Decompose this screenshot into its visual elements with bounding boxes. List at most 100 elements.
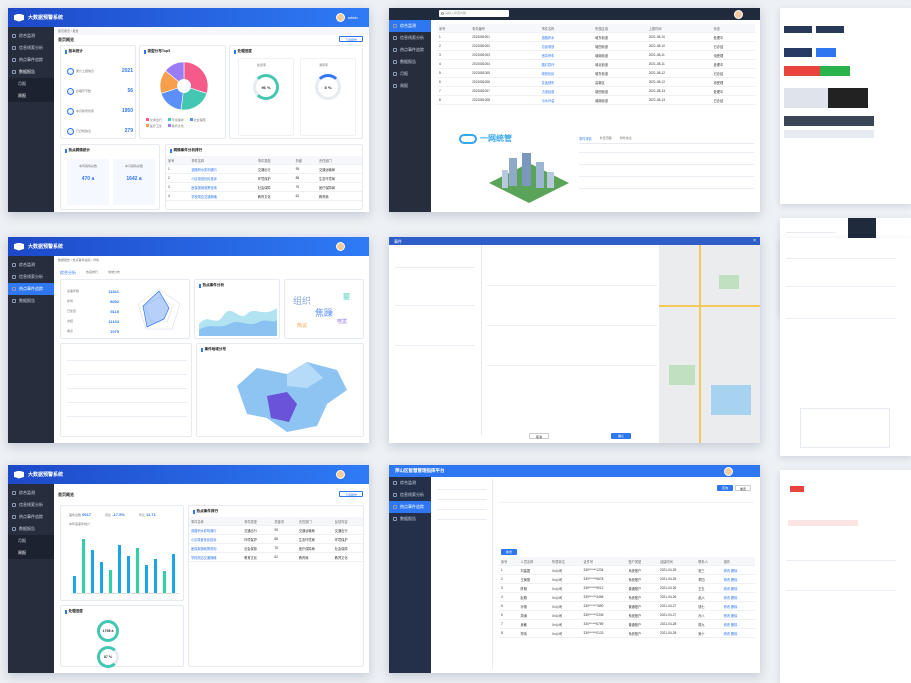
nav-item-week[interactable]: 周报: [8, 547, 54, 559]
table-row[interactable]: 5 2021081005 噪音扰民 城东街道 2021-08-12 已办结: [437, 68, 755, 78]
nav-item-0[interactable]: 综合监测: [8, 30, 54, 42]
progress-ring: 1798 a: [97, 620, 119, 642]
avatar[interactable]: [724, 466, 733, 476]
table-cell[interactable]: 修改 删除: [721, 565, 755, 575]
table-cell[interactable]: 修改 删除: [721, 628, 755, 638]
kpi-row: 新增 8092: [67, 298, 119, 304]
table-row[interactable]: 道路积水影响通行 交通出行 95 交通运输局 交通出行: [189, 525, 363, 535]
search-button[interactable]: 查询: [717, 485, 733, 491]
search-input[interactable]: 请输入搜索内容: [439, 10, 509, 17]
table-row[interactable]: 2 2021081002 垃圾堆放 城西街道 2021-08-10 已办结: [437, 41, 755, 51]
nav-item-3[interactable]: 数据报告: [8, 295, 54, 307]
nav-item-1[interactable]: 信息线索分析: [8, 499, 54, 511]
table-cell[interactable]: 医保报销政策咨询: [189, 543, 243, 553]
nav-item-5[interactable]: 周报: [389, 80, 431, 92]
table-row[interactable]: 6 周涛 Xx公司 330******2345 系统账户 2021-04-27 孙八 修改 删…: [499, 610, 755, 620]
table-cell[interactable]: 井盖缺失: [539, 77, 594, 87]
table-cell[interactable]: 修改 删除: [721, 592, 755, 602]
table-cell[interactable]: 修改 删除: [721, 574, 755, 584]
tab-2[interactable]: 地域分布: [108, 270, 121, 274]
nav-item-2[interactable]: 热点事件追踪: [389, 44, 431, 56]
nav-item-1[interactable]: 信息线索分析: [389, 489, 431, 501]
table-cell[interactable]: 污水外溢: [539, 95, 594, 105]
export-button[interactable]: 下载报告: [339, 491, 363, 497]
table-cell[interactable]: 修改 删除: [721, 583, 755, 593]
table-cell[interactable]: 占道经营: [539, 86, 594, 96]
table-cell: 2021-04-27: [657, 610, 697, 620]
table-row[interactable]: 7 吴敏 Xx公司 330******6789 普通账户 2021-04-28 周九 修改 删…: [499, 619, 755, 629]
nav-item-2[interactable]: 热点事件追踪: [8, 283, 54, 295]
table-row[interactable]: 1 2021081001 道路积水 城东街道 2021-08-10 处理中: [437, 32, 755, 42]
table-row[interactable]: 8 2021081008 污水外溢 城南街道 2021-08-13 已办结: [437, 95, 755, 105]
table-row[interactable]: 3 医保报销政策咨询 社会保障 76 医疗保障局: [166, 182, 362, 192]
nav-item-2[interactable]: 热点事件追踪: [8, 511, 54, 523]
table-cell[interactable]: 噪音扰民: [539, 68, 594, 78]
table-cell[interactable]: 道路积水影响通行: [189, 525, 243, 535]
tab-flow[interactable]: 处置流程: [599, 136, 612, 140]
monitor-icon: [12, 34, 16, 38]
nav-item-2[interactable]: 热点事件追踪: [389, 501, 431, 513]
table-cell[interactable]: 学校周边交通拥堵: [189, 191, 256, 201]
table-cell[interactable]: 路灯损坏: [539, 59, 594, 69]
nav-item-3[interactable]: 数据报告: [389, 56, 431, 68]
table-row[interactable]: 2 王美丽 Xx公司 330******5678 系统账户 2021-04-25 李四 修改 …: [499, 574, 755, 584]
table-row[interactable]: 4 赵刚 Xx公司 330******3456 系统账户 2021-04-26 赵六 修改 删…: [499, 592, 755, 602]
table-cell[interactable]: 小区噪音扰民投诉: [189, 534, 243, 544]
table-row[interactable]: 8 郑伟 Xx公司 330******0123 系统账户 2021-04-28 吴十 修改 删…: [499, 628, 755, 638]
avatar[interactable]: [336, 470, 345, 479]
table-row[interactable]: 3 2021081003 违章停车 城南街道 2021-08-11 待受理: [437, 50, 755, 60]
table-cell[interactable]: 学校周边交通拥堵: [189, 552, 243, 562]
search-icon[interactable]: [441, 11, 444, 15]
nav-item-week[interactable]: 周报: [8, 90, 54, 102]
nav-item-3[interactable]: 数据报告: [8, 523, 54, 535]
table-row[interactable]: 1 道路积水影响通行 交通出行 95 交通运输局: [166, 164, 362, 174]
table-row[interactable]: 5 孙丽 Xx公司 330******7890 普通账户 2021-04-27 钱七 修改 删…: [499, 601, 755, 611]
nav-item-3[interactable]: 数据报告: [8, 66, 54, 78]
nav-item-0[interactable]: 综合监测: [8, 259, 54, 271]
table-row[interactable]: 6 2021081006 井盖缺失 高新区 2021-08-12 待受理: [437, 77, 755, 87]
table-cell[interactable]: 修改 删除: [721, 610, 755, 620]
nav-item-0[interactable]: 综合监测: [389, 20, 431, 32]
trend-title: 热点事件分析: [195, 280, 279, 291]
table-cell[interactable]: 垃圾堆放: [539, 41, 594, 51]
tab-0[interactable]: 综合分析: [60, 270, 76, 275]
table-cell[interactable]: 违章停车: [539, 50, 594, 60]
table-row[interactable]: 4 2021081004 路灯损坏 城北街道 2021-08-11 处理中: [437, 59, 755, 69]
table-row[interactable]: 1 刘建国 Xx公司 330******1234 系统账户 2021-04-25 张三 修改 …: [499, 565, 755, 575]
table-row[interactable]: 7 2021081007 占道经营 城西街道 2021-08-13 处理中: [437, 86, 755, 96]
tab-1[interactable]: 热度排行: [86, 270, 99, 274]
table-cell[interactable]: 修改 删除: [721, 619, 755, 629]
export-button[interactable]: 下载报告: [339, 36, 363, 42]
table-cell[interactable]: 医保报销政策咨询: [189, 182, 256, 192]
nav-item-month[interactable]: 月报: [8, 78, 54, 90]
table-row[interactable]: 2 小区噪音扰民投诉 环境保护 88 生态环境局: [166, 173, 362, 183]
table-row[interactable]: 医保报销政策咨询 社会保障 76 医疗保障局 社会保障: [189, 543, 363, 553]
table-cell[interactable]: 道路积水影响通行: [189, 164, 256, 174]
table-cell[interactable]: 修改 删除: [721, 601, 755, 611]
tab-detail[interactable]: 事件详情: [579, 137, 592, 141]
close-icon[interactable]: ×: [753, 238, 756, 244]
nav-item-1[interactable]: 信息线索分析: [389, 32, 431, 44]
table-cell[interactable]: 道路积水: [539, 32, 594, 42]
tab-attach[interactable]: 附件信息: [619, 136, 632, 140]
nav-item-0[interactable]: 综合监测: [8, 487, 54, 499]
avatar[interactable]: [734, 9, 743, 19]
table-cell[interactable]: 小区噪音扰民投诉: [189, 173, 256, 183]
reset-button[interactable]: 重置: [735, 485, 751, 491]
cancel-button[interactable]: 取消: [529, 433, 549, 439]
avatar[interactable]: [336, 13, 345, 22]
nav-item-1[interactable]: 信息线索分析: [8, 42, 54, 54]
nav-item-3[interactable]: 数据报告: [389, 513, 431, 525]
nav-item-month[interactable]: 月报: [8, 535, 54, 547]
table-row[interactable]: 小区噪音扰民投诉 环境保护 88 生态环境局 环境保护: [189, 534, 363, 544]
nav-item-0[interactable]: 综合监测: [389, 477, 431, 489]
table-row[interactable]: 3 陈明 Xx公司 330******9012 普通账户 2021-04-26 王五 修改 删…: [499, 583, 755, 593]
table-row[interactable]: 4 学校周边交通拥堵 教育文化 62 教育局: [166, 191, 362, 201]
nav-item-2[interactable]: 热点事件追踪: [8, 54, 54, 66]
nav-item-1[interactable]: 信息线索分析: [8, 271, 54, 283]
nav-item-4[interactable]: 月报: [389, 68, 431, 80]
add-button[interactable]: 新增: [501, 549, 517, 555]
table-row[interactable]: 学校周边交通拥堵 教育文化 62 教育局 教育文化: [189, 552, 363, 562]
confirm-button[interactable]: 确认: [611, 433, 631, 439]
avatar[interactable]: [336, 242, 345, 251]
